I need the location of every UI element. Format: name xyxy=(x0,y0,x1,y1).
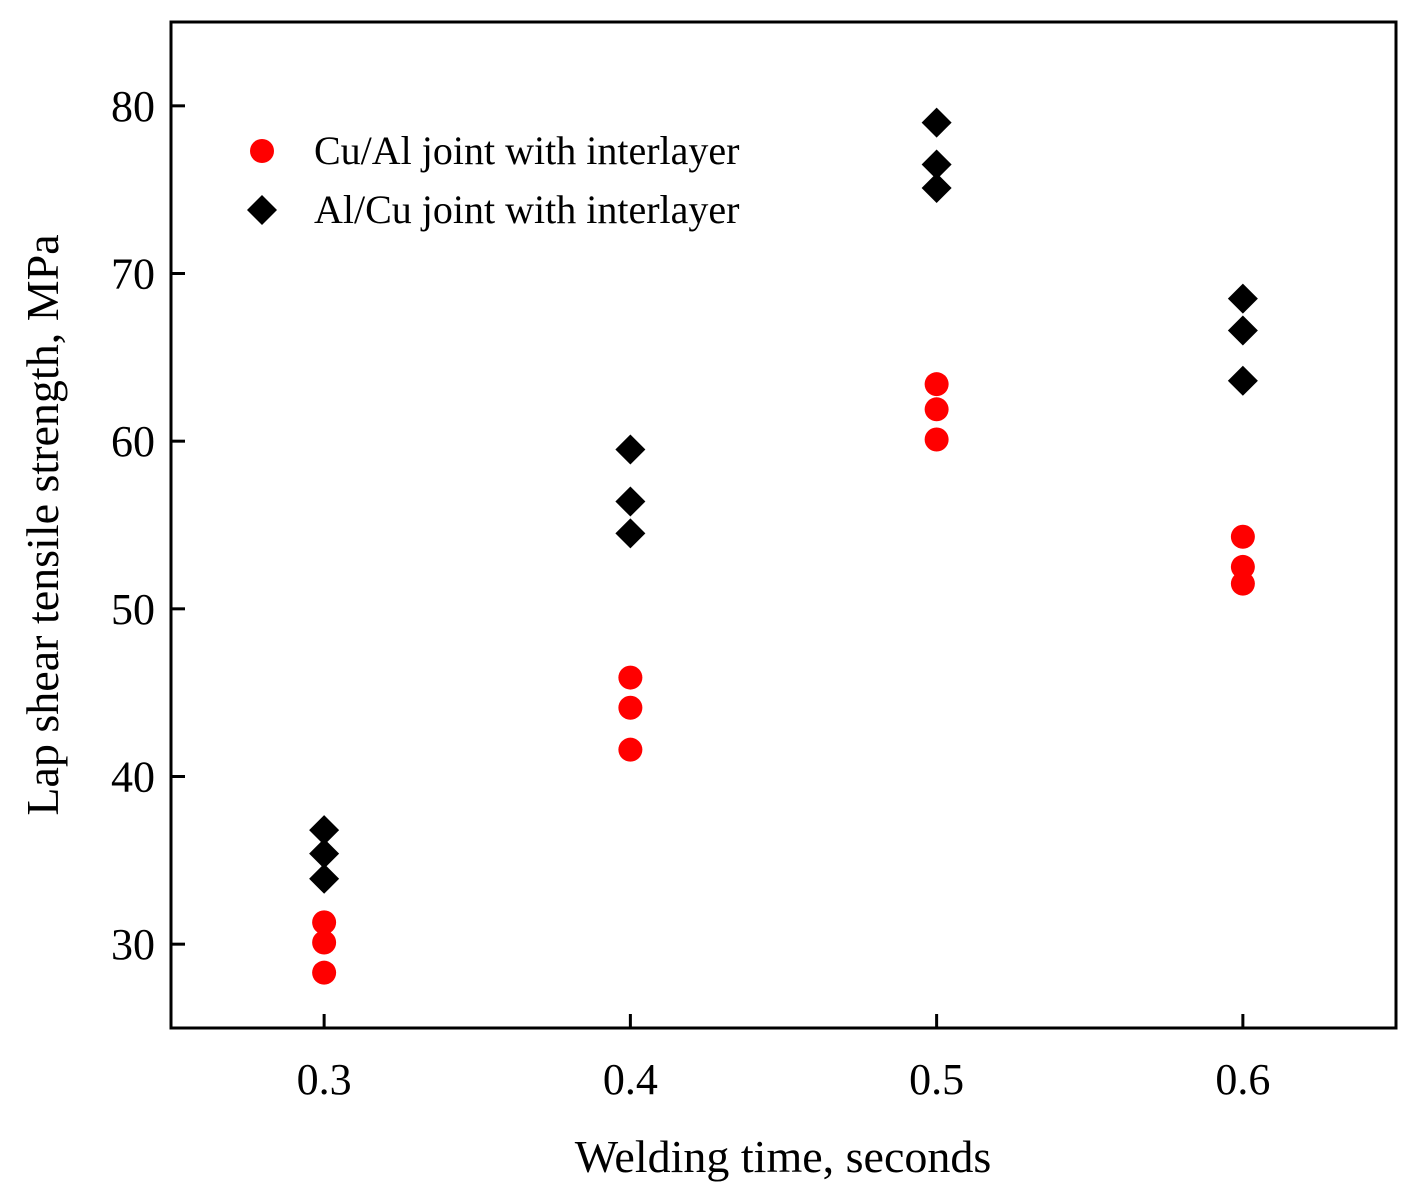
y-tick-label: 30 xyxy=(111,920,155,969)
axes-layer: 0.3 0.4 0.5 0.6 30 40 50 60 70 80 xyxy=(111,20,1398,1104)
data-point-circle xyxy=(618,665,643,690)
data-point-diamond xyxy=(615,518,646,549)
y-tick-label: 80 xyxy=(111,82,155,131)
y-tick-label: 70 xyxy=(111,250,155,299)
legend-label: Cu/Al joint with interlayer xyxy=(314,128,740,173)
x-tick-label: 0.5 xyxy=(909,1055,964,1104)
data-point-diamond xyxy=(921,149,952,180)
data-point-diamond xyxy=(615,434,646,465)
y-tick-label: 40 xyxy=(111,753,155,802)
data-point-circle xyxy=(312,930,337,955)
x-axis-title: Welding time, seconds xyxy=(575,1131,992,1182)
series-al-cu xyxy=(309,107,1258,894)
data-point-diamond xyxy=(309,815,340,846)
data-point-circle xyxy=(924,427,949,452)
y-tick-label: 60 xyxy=(111,417,155,466)
y-tick-label: 50 xyxy=(111,585,155,634)
legend-marker-circle xyxy=(250,139,274,163)
legend-label: Al/Cu joint with interlayer xyxy=(314,187,740,232)
series-cu-al xyxy=(312,372,1255,985)
data-point-diamond xyxy=(309,838,340,869)
plot-frame xyxy=(169,20,1398,1030)
legend: Cu/Al joint with interlayer Al/Cu joint w… xyxy=(247,128,740,232)
data-point-circle xyxy=(618,737,643,762)
data-point-diamond xyxy=(1227,315,1258,346)
data-point-circle xyxy=(618,695,643,720)
legend-marker-diamond xyxy=(247,195,277,225)
x-tick-label: 0.3 xyxy=(297,1055,352,1104)
data-point-diamond xyxy=(309,863,340,894)
data-point-diamond xyxy=(1227,283,1258,314)
data-point-circle xyxy=(1230,571,1255,596)
data-point-circle xyxy=(1230,554,1255,579)
data-point-diamond xyxy=(921,107,952,138)
data-point-circle xyxy=(924,397,949,422)
data-point-diamond xyxy=(1227,365,1258,396)
data-point-diamond xyxy=(921,172,952,203)
data-point-circle xyxy=(312,960,337,985)
x-tick-label: 0.6 xyxy=(1215,1055,1270,1104)
data-point-circle xyxy=(312,910,337,935)
x-tick-label: 0.4 xyxy=(603,1055,658,1104)
points-layer xyxy=(309,107,1258,985)
data-point-diamond xyxy=(615,486,646,517)
y-axis-title: Lap shear tensile strength, MPa xyxy=(17,234,68,815)
data-point-circle xyxy=(924,372,949,397)
data-point-circle xyxy=(1230,524,1255,549)
